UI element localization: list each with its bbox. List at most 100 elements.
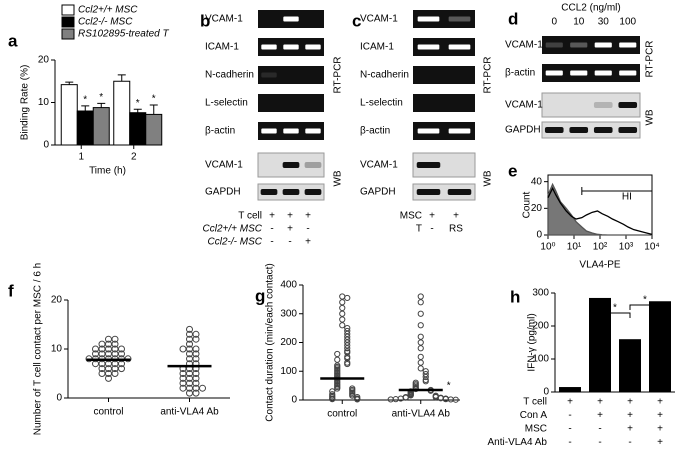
band — [545, 70, 563, 76]
y-tick-label: 20 — [38, 55, 50, 66]
data-point — [192, 379, 200, 387]
significance-mark: * — [447, 381, 451, 392]
condition-value: + — [657, 424, 663, 435]
y-tick-label: 300 — [280, 308, 297, 319]
band — [545, 42, 563, 48]
blot — [541, 121, 641, 139]
band — [304, 162, 322, 168]
row-label: VCAM-1 — [205, 14, 243, 25]
row-label: L-selectin — [360, 98, 403, 109]
data-point — [105, 374, 112, 382]
y-axis-label: Count — [522, 191, 533, 218]
gel — [258, 94, 324, 112]
row-label: GAPDH — [360, 187, 396, 198]
condition-value: + — [269, 211, 275, 222]
dose-label: 30 — [598, 17, 610, 28]
data-point — [417, 359, 424, 366]
condition-value: + — [429, 211, 435, 222]
data-point — [111, 340, 119, 348]
condition-label: Con A — [520, 410, 548, 421]
data-point — [199, 384, 206, 392]
condition-value: - — [598, 437, 601, 448]
row-label: GAPDH — [205, 187, 241, 198]
significance-mark: * — [83, 95, 87, 106]
row-label: ICAM-1 — [205, 42, 239, 53]
condition-value: - — [306, 224, 309, 235]
y-tick-label: 0 — [43, 140, 49, 151]
condition-label: T cell — [523, 397, 547, 408]
bar — [92, 107, 110, 146]
y-tick-label: 0 — [291, 395, 297, 406]
data-point — [392, 396, 399, 403]
data-point — [344, 339, 351, 346]
x-tick-label: 1 — [78, 152, 84, 163]
data-point — [339, 299, 346, 306]
band — [594, 70, 612, 76]
y-tick-label: 200 — [280, 337, 297, 348]
gel — [413, 122, 475, 140]
condition-value: + — [305, 237, 311, 248]
significance-bracket — [629, 304, 661, 310]
dose-label: 10 — [573, 17, 585, 28]
legend-label: RS102895-treated T — [78, 29, 170, 40]
data-point — [179, 384, 187, 392]
y-tick-label: 0 — [536, 230, 542, 241]
band — [417, 128, 440, 134]
data-point — [98, 370, 106, 377]
condition-value: - — [598, 424, 601, 435]
data-point — [417, 339, 424, 346]
data-point — [92, 350, 99, 358]
significance-mark: * — [152, 94, 156, 105]
panel-label: c — [352, 11, 361, 30]
significance-label: * — [643, 295, 647, 306]
data-point — [422, 371, 429, 378]
data-point — [329, 396, 336, 403]
data-point — [344, 327, 351, 335]
data-point — [339, 304, 346, 312]
data-point — [417, 333, 424, 340]
condition-value: - — [270, 237, 273, 248]
row-label: N-cadherin — [205, 70, 254, 81]
data-point — [344, 355, 351, 362]
row-label: VCAM-1 — [505, 40, 543, 51]
x-tick-label: 10¹ — [567, 242, 582, 253]
row-label: N-cadherin — [360, 70, 409, 81]
x-tick-label: control — [93, 407, 123, 418]
y-tick-label: 400 — [280, 280, 297, 291]
gel — [542, 64, 640, 82]
panel-label: b — [200, 11, 210, 30]
row-label: β-actin — [505, 68, 535, 79]
y-tick-label: 200 — [532, 321, 549, 332]
histogram-line — [547, 186, 653, 235]
condition-value: - — [430, 224, 433, 235]
condition-value: + — [597, 410, 603, 421]
band — [618, 127, 638, 133]
x-tick-label: 10⁰ — [540, 242, 555, 253]
blot — [412, 183, 476, 201]
condition-value: + — [567, 397, 573, 408]
significance-label: * — [613, 303, 617, 314]
method-label: RT-PCR — [645, 40, 656, 77]
y-tick-label: 300 — [532, 288, 549, 299]
band — [594, 42, 612, 48]
data-point — [417, 365, 424, 372]
data-point — [334, 350, 341, 358]
data-point — [192, 330, 200, 338]
x-tick-label: 10² — [593, 242, 608, 253]
band — [447, 189, 472, 195]
y-axis-label: Binding Rate (%) — [20, 65, 31, 141]
band — [417, 16, 440, 22]
band — [569, 127, 589, 133]
histogram-area — [547, 182, 652, 236]
bar — [649, 301, 671, 392]
condition-value: - — [568, 410, 571, 421]
data-point — [344, 342, 351, 349]
data-point — [192, 389, 200, 397]
bar — [129, 112, 147, 146]
y-tick-label: 100 — [280, 366, 297, 377]
condition-label: T cell — [238, 211, 262, 222]
panel-label: e — [508, 161, 517, 180]
data-point — [344, 333, 351, 340]
dose-label: 100 — [619, 17, 636, 28]
significance-bracket — [599, 312, 631, 318]
